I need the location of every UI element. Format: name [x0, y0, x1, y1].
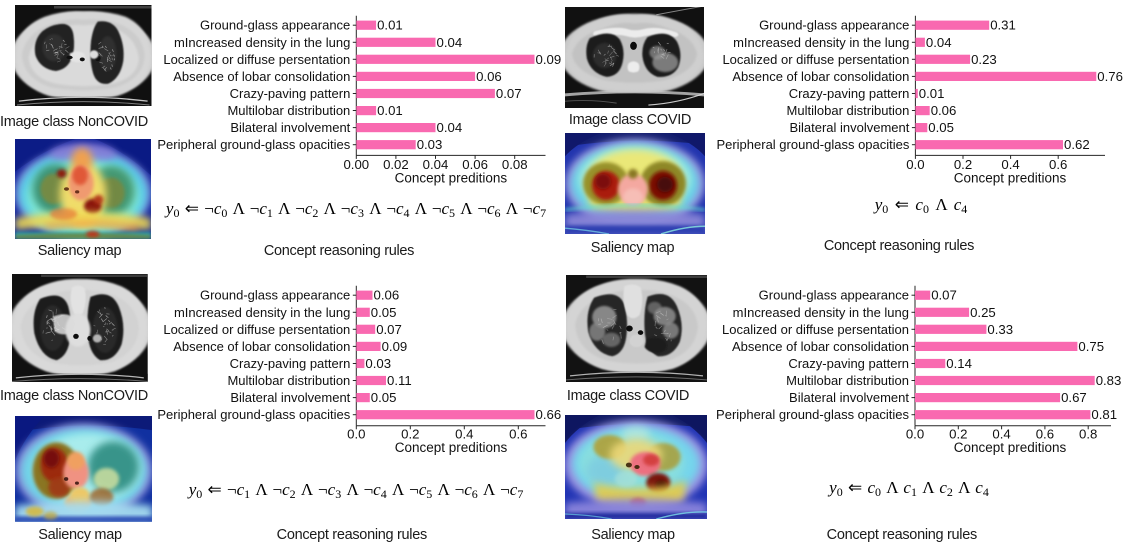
svg-text:Bilateral involvement: Bilateral involvement	[230, 120, 350, 135]
svg-text:Crazy-paving pattern: Crazy-paving pattern	[788, 356, 909, 371]
svg-text:Bilateral involvement: Bilateral involvement	[789, 120, 909, 135]
svg-text:0.66: 0.66	[536, 407, 562, 422]
svg-text:0.01: 0.01	[919, 86, 945, 101]
svg-text:Crazy-paving pattern: Crazy-paving pattern	[789, 86, 910, 101]
svg-text:0.03: 0.03	[417, 137, 443, 152]
svg-text:0.75: 0.75	[1078, 339, 1104, 354]
svg-text:0.04: 0.04	[437, 120, 463, 135]
svg-text:0.06: 0.06	[476, 69, 502, 84]
svg-text:0.6: 0.6	[509, 427, 527, 442]
svg-text:0.31: 0.31	[990, 18, 1016, 33]
svg-text:0.0: 0.0	[906, 157, 924, 172]
svg-text:mIncreased density in the lung: mIncreased density in the lung	[733, 35, 909, 50]
svg-text:Concept preditions: Concept preditions	[954, 440, 1067, 455]
svg-text:Peripheral ground-glass opacit: Peripheral ground-glass opacities	[157, 407, 350, 422]
svg-text:0.11: 0.11	[387, 373, 412, 388]
svg-text:Crazy-paving pattern: Crazy-paving pattern	[230, 86, 351, 101]
svg-text:Multilobar distribution: Multilobar distribution	[786, 373, 909, 388]
svg-text:0.00: 0.00	[343, 157, 369, 172]
svg-text:Localized or diffuse persentat: Localized or diffuse persentation	[163, 322, 350, 337]
svg-text:mIncreased density in the lung: mIncreased density in the lung	[174, 305, 350, 320]
svg-text:0.06: 0.06	[931, 103, 957, 118]
svg-text:Bilateral involvement: Bilateral involvement	[230, 390, 350, 405]
svg-text:0.4: 0.4	[1001, 157, 1019, 172]
svg-text:Peripheral ground-glass opacit: Peripheral ground-glass opacities	[716, 137, 909, 152]
svg-text:0.02: 0.02	[383, 157, 409, 172]
svg-text:mIncreased density in the lung: mIncreased density in the lung	[174, 35, 350, 50]
svg-text:0.2: 0.2	[949, 427, 967, 442]
svg-text:0.04: 0.04	[926, 35, 952, 50]
svg-text:0.6: 0.6	[1049, 157, 1067, 172]
svg-text:0.4: 0.4	[992, 427, 1010, 442]
svg-text:Multilobar distribution: Multilobar distribution	[227, 103, 350, 118]
svg-text:Peripheral ground-glass opacit: Peripheral ground-glass opacities	[716, 407, 909, 422]
svg-text:0.0: 0.0	[906, 427, 924, 442]
svg-text:0.23: 0.23	[971, 52, 997, 67]
svg-text:Ground-glass appearance: Ground-glass appearance	[759, 288, 909, 303]
svg-text:Absence of lobar consolidation: Absence of lobar consolidation	[173, 339, 350, 354]
svg-text:0.14: 0.14	[946, 356, 972, 371]
svg-text:Concept preditions: Concept preditions	[395, 170, 508, 185]
svg-text:0.4: 0.4	[455, 427, 473, 442]
svg-text:0.67: 0.67	[1061, 390, 1087, 405]
svg-text:Peripheral ground-glass opacit: Peripheral ground-glass opacities	[157, 137, 350, 152]
svg-text:0.33: 0.33	[987, 322, 1013, 337]
svg-text:0.04: 0.04	[423, 157, 449, 172]
svg-text:0.8: 0.8	[1079, 427, 1097, 442]
svg-text:0.01: 0.01	[377, 18, 403, 33]
svg-text:0.04: 0.04	[437, 35, 463, 50]
svg-text:0.05: 0.05	[371, 390, 397, 405]
svg-text:0.09: 0.09	[382, 339, 408, 354]
svg-text:0.62: 0.62	[1064, 137, 1090, 152]
svg-text:0.07: 0.07	[496, 86, 522, 101]
svg-text:0.25: 0.25	[970, 305, 996, 320]
svg-text:Ground-glass appearance: Ground-glass appearance	[200, 18, 350, 33]
svg-text:Localized or diffuse persentat: Localized or diffuse persentation	[163, 52, 350, 67]
svg-text:0.07: 0.07	[931, 288, 957, 303]
svg-text:0.08: 0.08	[502, 157, 528, 172]
svg-text:0.01: 0.01	[377, 103, 403, 118]
svg-text:Multilobar distribution: Multilobar distribution	[787, 103, 910, 118]
svg-text:Multilobar distribution: Multilobar distribution	[227, 373, 350, 388]
svg-text:0.81: 0.81	[1091, 407, 1117, 422]
svg-text:0.06: 0.06	[462, 157, 488, 172]
svg-text:0.07: 0.07	[376, 322, 402, 337]
svg-text:0.2: 0.2	[954, 157, 972, 172]
svg-text:0.05: 0.05	[928, 120, 954, 135]
svg-text:0.05: 0.05	[371, 305, 397, 320]
svg-text:0.09: 0.09	[536, 52, 562, 67]
svg-text:0.6: 0.6	[1036, 427, 1054, 442]
svg-text:Absence of lobar consolidation: Absence of lobar consolidation	[732, 69, 909, 84]
svg-text:Absence of lobar consolidation: Absence of lobar consolidation	[173, 69, 350, 84]
svg-text:Ground-glass appearance: Ground-glass appearance	[759, 18, 909, 33]
svg-text:0.06: 0.06	[374, 288, 400, 303]
svg-text:Concept preditions: Concept preditions	[954, 170, 1067, 185]
svg-text:Ground-glass appearance: Ground-glass appearance	[200, 288, 350, 303]
svg-text:mIncreased density in the lung: mIncreased density in the lung	[733, 305, 909, 320]
svg-text:0.83: 0.83	[1096, 373, 1122, 388]
svg-text:0.03: 0.03	[365, 356, 391, 371]
svg-text:Localized or diffuse persentat: Localized or diffuse persentation	[722, 52, 909, 67]
svg-text:Bilateral involvement: Bilateral involvement	[789, 390, 909, 405]
svg-text:Crazy-paving pattern: Crazy-paving pattern	[230, 356, 351, 371]
svg-text:Concept preditions: Concept preditions	[395, 440, 508, 455]
svg-text:Absence of lobar consolidation: Absence of lobar consolidation	[732, 339, 909, 354]
svg-text:0.2: 0.2	[401, 427, 419, 442]
svg-text:0.0: 0.0	[347, 427, 365, 442]
svg-text:0.76: 0.76	[1097, 69, 1123, 84]
svg-text:Localized or diffuse persentat: Localized or diffuse persentation	[722, 322, 909, 337]
